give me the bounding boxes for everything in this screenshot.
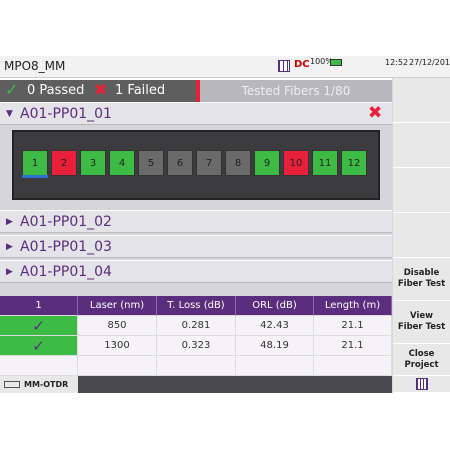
table-cell: 21.1 — [314, 316, 392, 336]
empty-cell — [236, 356, 314, 376]
expand-icon: ▼ — [6, 109, 13, 119]
sidebar-button[interactable] — [393, 213, 450, 258]
sidebar-button[interactable]: Close Project — [393, 344, 450, 376]
column-header: ORL (dB) — [236, 296, 314, 316]
title: MPO8_MM — [4, 59, 66, 73]
fail-icon: ✖ — [94, 80, 108, 99]
column-header: 1 — [0, 296, 78, 316]
empty-cell — [157, 356, 236, 376]
battery: 100% — [310, 57, 333, 66]
fiber[interactable]: 8 — [225, 150, 251, 176]
group-header[interactable]: ▶ A01-PP01_03 — [0, 235, 392, 258]
top-bar: MPO8_MM DC 100% 12:52 27/12/2016 — [0, 56, 450, 78]
divider — [196, 80, 200, 102]
expand-icon: ▶ — [6, 242, 13, 252]
fiber[interactable]: 12 — [341, 150, 367, 176]
pass-icon: ✓ — [5, 80, 19, 99]
fiber[interactable]: 10 — [283, 150, 309, 176]
group-header[interactable]: ▶ A01-PP01_02 — [0, 210, 392, 233]
expand-icon: ▶ — [6, 267, 13, 277]
grid-icon — [415, 378, 428, 390]
selected-marker — [22, 175, 48, 178]
fiber[interactable]: 6 — [167, 150, 193, 176]
fiber[interactable]: 9 — [254, 150, 280, 176]
fiber[interactable]: 2 — [51, 150, 77, 176]
fiber[interactable]: 3 — [80, 150, 106, 176]
table-cell: 1300 — [78, 336, 157, 356]
fiber-box: 1 2 3 4 5 6 7 8 9 10 11 12 — [12, 130, 380, 200]
fiber-list: ▼ A01-PP01_01 ✖ 1 2 3 4 5 6 7 8 9 10 11 12 ▶ A01-PP01_02… — [0, 102, 392, 296]
close-icon[interactable]: ✖ — [368, 103, 383, 123]
group-header[interactable]: ▶ A01-PP01_04 — [0, 260, 392, 283]
passed: 0 Passed — [27, 83, 85, 98]
sidebar-button[interactable]: View Fiber Test — [393, 301, 450, 344]
dc-icon: DC — [294, 59, 310, 70]
table-cell: 42.43 — [236, 316, 314, 336]
column-header: Laser (nm) — [78, 296, 157, 316]
date: 27/12/2016 — [409, 58, 450, 67]
fiber[interactable]: 5 — [138, 150, 164, 176]
empty-cell — [314, 356, 392, 376]
table-cell: 48.19 — [236, 336, 314, 356]
sidebar: Disable Fiber Test View Fiber Test Close P… — [392, 78, 450, 393]
column-header: Length (m) — [314, 296, 392, 316]
empty-cell — [0, 356, 78, 376]
group-header[interactable]: ▼ A01-PP01_01 — [0, 102, 392, 125]
sidebar-button[interactable] — [393, 168, 450, 213]
fiber[interactable]: 11 — [312, 150, 338, 176]
pass-cell: ✓ — [0, 316, 78, 336]
expand-icon: ▶ — [6, 217, 13, 227]
table-cell: 21.1 — [314, 336, 392, 356]
tested-fibers: Tested Fibers 1/80 — [200, 80, 392, 102]
status-summary: ✓ 0 Passed ✖ 1 Failed — [0, 80, 196, 102]
sidebar-button[interactable] — [393, 123, 450, 168]
footer: MM-OTDR — [0, 376, 392, 393]
failed: 1 Failed — [115, 83, 166, 98]
column-header: T. Loss (dB) — [157, 296, 236, 316]
battery-icon — [330, 59, 342, 66]
time: 12:52 — [385, 58, 409, 67]
mm-otdr-tab[interactable]: MM-OTDR — [0, 376, 78, 393]
sidebar-button[interactable] — [393, 78, 450, 123]
grid-icon — [278, 60, 290, 72]
table-cell: 850 — [78, 316, 157, 336]
fiber[interactable]: 1 — [22, 150, 48, 176]
fiber[interactable]: 4 — [109, 150, 135, 176]
results-table: 1 Laser (nm) T. Loss (dB) ORL (dB) Length (m… — [0, 296, 392, 376]
sidebar-button[interactable]: Disable Fiber Test — [393, 258, 450, 301]
fiber[interactable]: 7 — [196, 150, 222, 176]
table-cell: 0.323 — [157, 336, 236, 356]
tab-icon — [4, 381, 20, 388]
empty-cell — [78, 356, 157, 376]
pass-cell: ✓ — [0, 336, 78, 356]
table-cell: 0.281 — [157, 316, 236, 336]
grid-button[interactable] — [393, 376, 450, 393]
